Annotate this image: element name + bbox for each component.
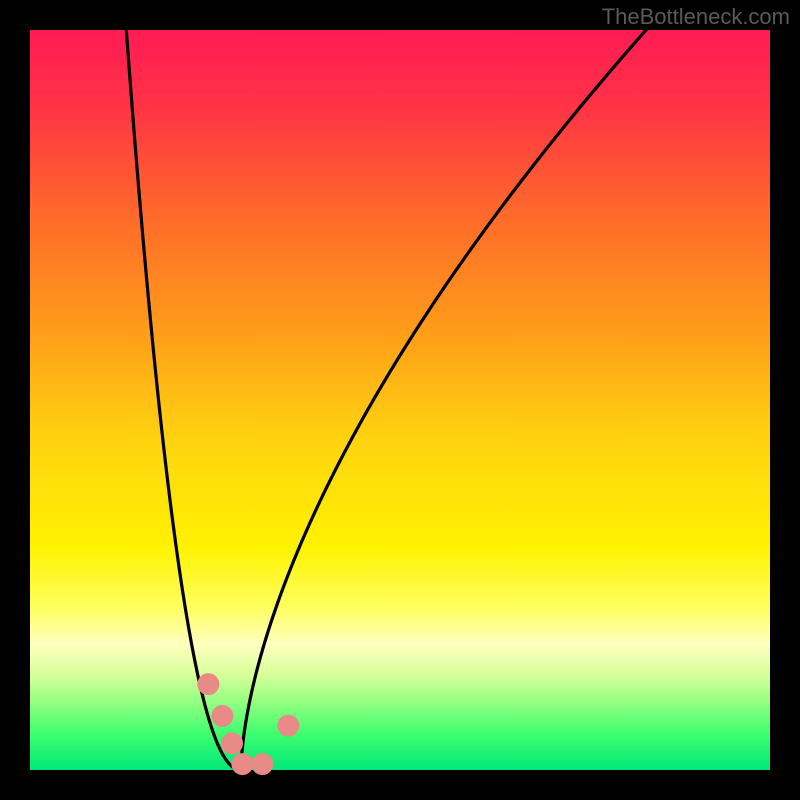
data-marker [277, 715, 299, 737]
chart-svg [0, 0, 800, 800]
data-marker [221, 732, 243, 754]
data-marker [197, 673, 219, 695]
plot-gradient-background [30, 30, 770, 770]
data-marker [211, 705, 233, 727]
data-marker [251, 753, 273, 775]
watermark-text: TheBottleneck.com [602, 4, 790, 30]
bottleneck-chart: { "meta": { "watermark_text": "TheBottle… [0, 0, 800, 800]
data-marker [231, 753, 253, 775]
